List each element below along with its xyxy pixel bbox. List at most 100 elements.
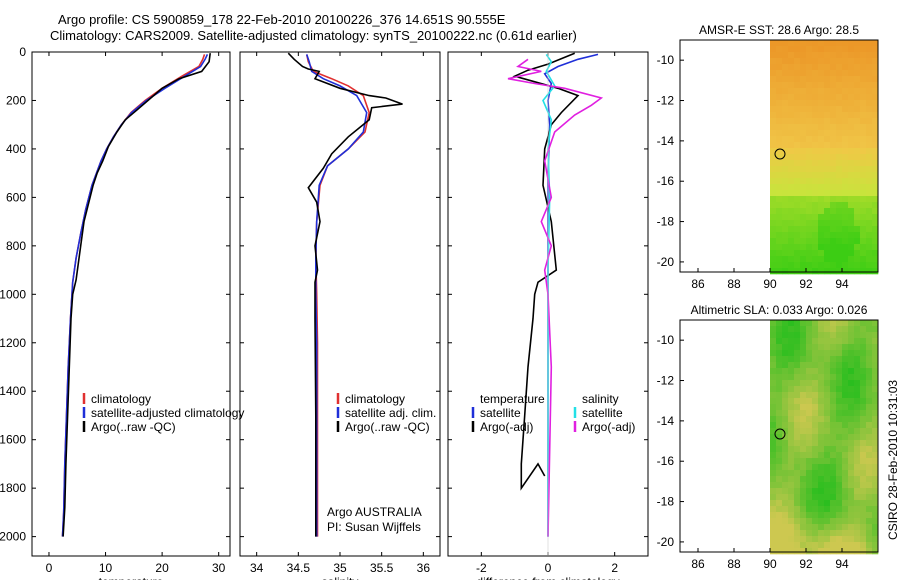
sst-map-cell [806, 88, 813, 95]
sla-map-cell [866, 404, 873, 411]
sst-map-cell [806, 226, 813, 233]
sst-map-cell [854, 46, 861, 53]
sla-map-cell [806, 350, 813, 357]
sst-map-cell [806, 172, 813, 179]
sst-map-cell [866, 148, 873, 155]
sla-map-cell [776, 410, 783, 417]
sst-map-cell [818, 262, 825, 269]
sla-map-cell [854, 434, 861, 441]
sst-map-cell [872, 64, 879, 71]
sst-map-cell [854, 208, 861, 215]
sla-map-cell [824, 380, 831, 387]
sla-map-cell [806, 320, 813, 327]
sla-map-cell [842, 374, 849, 381]
sst-map-cell [872, 166, 879, 173]
sla-map-cell [788, 428, 795, 435]
sst-map-cell [788, 52, 795, 59]
sla-map-cell [866, 344, 873, 351]
sst-map-cell [806, 148, 813, 155]
sst-map-cell [788, 100, 795, 107]
sst-map-cell [818, 130, 825, 137]
sst-map-cell [812, 70, 819, 77]
sla-map-cell [848, 362, 855, 369]
sla-map-cell [848, 380, 855, 387]
sst-map-cell [770, 82, 777, 89]
sst-map-cell [860, 172, 867, 179]
sla-map-cell [800, 530, 807, 537]
sst-map-cell [854, 64, 861, 71]
sst-map-cell [782, 244, 789, 251]
sla-map-cell [842, 524, 849, 531]
sst-map-cell [806, 202, 813, 209]
sst-map-cell [848, 88, 855, 95]
sst-map-cell [776, 148, 783, 155]
sst-map-cell [794, 208, 801, 215]
sst-map-cell [776, 232, 783, 239]
sst-map-cell [806, 160, 813, 167]
sla-map-cell [866, 458, 873, 465]
sla-map-cell [806, 452, 813, 459]
sla-map-cell [854, 362, 861, 369]
sst-map-cell [848, 130, 855, 137]
sst-map-cell [770, 70, 777, 77]
sst-map-cell [836, 172, 843, 179]
sst-map-cell [860, 220, 867, 227]
sla-map-cell [830, 422, 837, 429]
sla-map-cell [812, 320, 819, 327]
sla-map-cell [782, 434, 789, 441]
sst-map-cell [776, 214, 783, 221]
sla-map-cell [824, 326, 831, 333]
sst-map-cell [776, 130, 783, 137]
sst-map-cell [824, 232, 831, 239]
sla-map-cell [848, 524, 855, 531]
sla-map-cell [830, 458, 837, 465]
sla-map-cell [830, 536, 837, 543]
sst-map-cell [806, 196, 813, 203]
sst-map-cell [854, 52, 861, 59]
sla-map-cell [854, 404, 861, 411]
sla-map-cell [830, 482, 837, 489]
sla-map-cell [794, 326, 801, 333]
sst-map-cell [776, 88, 783, 95]
sst-map-cell [812, 190, 819, 197]
sst-map-cell [800, 208, 807, 215]
temp-legend-satellite-label: satellite-adjusted climatology [91, 406, 244, 420]
sst-map-cell [812, 58, 819, 65]
sla-map-cell [872, 326, 879, 333]
sst-map-cell [836, 220, 843, 227]
sst-map-cell [770, 244, 777, 251]
sst-map-cell [788, 202, 795, 209]
sst-map-cell [866, 166, 873, 173]
sst-map-cell [776, 82, 783, 89]
sla-map-cell [770, 362, 777, 369]
sla-map-cell [866, 482, 873, 489]
sst-map-cell [800, 226, 807, 233]
sst-map-cell [824, 250, 831, 257]
sst-map-cell [854, 178, 861, 185]
sst-map-cell [866, 82, 873, 89]
sst-map-cell [806, 46, 813, 53]
sla-map-cell [854, 524, 861, 531]
sla-map-cell [872, 356, 879, 363]
sla-map-cell [854, 410, 861, 417]
sst-map-cell [794, 232, 801, 239]
sst-map-cell [872, 262, 879, 269]
sla-map-cell [776, 386, 783, 393]
sst-map-cell [794, 46, 801, 53]
sla-map-cell [854, 320, 861, 327]
sst-map-cell [812, 82, 819, 89]
sst-map-cell [770, 184, 777, 191]
sst-map-cell [818, 154, 825, 161]
sst-map-cell [782, 262, 789, 269]
sla-map-cell [842, 380, 849, 387]
sla-map-cell [794, 506, 801, 513]
sst-map-cell [848, 46, 855, 53]
sst-map-cell [836, 166, 843, 173]
sst-map-cell [812, 88, 819, 95]
temperature-ytick-label: 0 [19, 45, 26, 59]
sst-map-cell [836, 70, 843, 77]
sla-map-cell [830, 428, 837, 435]
sst-map-cell [800, 64, 807, 71]
sst-map-cell [776, 124, 783, 131]
sst-map-cell [806, 100, 813, 107]
